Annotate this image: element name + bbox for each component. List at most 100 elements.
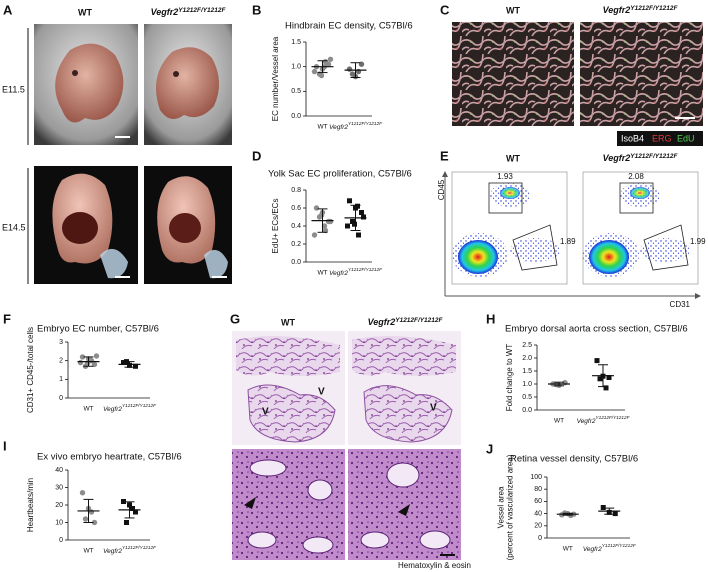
data-point [88,509,95,515]
x-tick-label: WT [554,418,564,425]
eye [173,71,179,77]
data-point [322,59,329,65]
column-label: Vegfr2Y1212F/Y1212F [603,5,679,16]
data-point [318,72,325,79]
x-tick-label: WT [317,270,327,277]
data-point [133,363,138,369]
y-tick-label: 20 [55,502,63,509]
x-tick-label: WT [83,548,93,555]
data-point [349,71,356,77]
y-tick-label: 1.5 [522,368,532,375]
data-point [347,198,352,204]
y-tick-label: 0.2 [291,241,301,248]
panel-letter: C [440,2,450,17]
placenta [204,249,228,279]
y-tick-label: 20 [534,523,542,530]
y-tick-label: 2.5 [522,342,532,349]
y-axis-label: CD31+ CD45-/total cells [26,327,35,413]
y-tick-label: 0.4 [291,223,301,230]
data-point [327,218,334,225]
liver [169,213,201,243]
data-point [79,354,86,360]
panel-letter: E [440,148,449,163]
placenta [100,248,128,279]
dot-plot: I Ex vivo embryo heartrate, C57Bl/6 Heartb… [3,438,182,554]
chart-title: Yolk Sac EC proliferation, C57Bl/6 [268,169,412,180]
population [630,187,650,199]
data-point [356,232,361,238]
x-tick-label: WT [83,406,93,413]
y-tick-label: 60 [534,498,542,505]
data-point [133,509,138,515]
panel-letter: D [252,148,261,163]
vessel [249,459,287,477]
column-label: WT [506,153,520,163]
data-point [91,361,98,368]
panel-letter: B [252,2,261,17]
arrowhead [398,504,410,516]
panel-e: E WT Vegfr2Y1212F/Y1212F 1.93 1.89 2.08 … [437,148,706,309]
micrograph [452,22,574,126]
y-tick-label: 1.0 [291,64,301,71]
chart-title: Embryo EC number, C57Bl/6 [37,324,159,335]
population [640,238,690,262]
panel-letter: G [230,311,240,326]
stain-label: ERG [652,133,672,143]
gate-value: 1.93 [497,172,513,181]
arrowhead [244,497,256,509]
data-point [359,210,364,215]
data-point [606,375,612,380]
stain-legend [617,131,703,146]
gate [643,224,689,271]
data-point [327,56,334,62]
y-tick-label: 30 [55,484,63,491]
embryo [55,43,124,123]
vessel [360,531,390,549]
vessel [386,462,420,488]
panel-letter: F [3,311,11,326]
vessel [247,531,277,549]
ventricle-label: V [262,407,269,418]
x-tick-label: Vegfr2Y1212F/Y1212F [583,543,637,552]
data-point [130,506,135,511]
y-axis-label: Fold change to WT [505,344,514,412]
y-axis-label: EC number/Vessel area [271,36,280,121]
data-point [121,499,126,504]
data-point [346,66,353,72]
column-label: Vegfr2Y1212F/Y1212F [603,153,679,164]
stain-label: EdU [677,133,695,143]
data-point [318,212,325,218]
y-tick-label: 2 [59,358,63,365]
y-tick-label: 40 [534,510,542,517]
vessel [302,536,334,554]
gate-value: 1.89 [560,237,576,246]
dot-plot: J Retina vessel density, C57Bl/6 Vessel ar… [486,441,638,560]
data-point [355,203,360,209]
data-point [79,490,86,496]
flow-mut: 2.08 1.99 [583,172,706,277]
column-label: Vegfr2Y1212F/Y1212F [368,317,444,328]
panel-a: A WT Vegfr2Y1212F/Y1212F E11.5 E14.5 [2,2,232,284]
data-point [597,376,603,382]
y-tick-label: 1.5 [291,39,301,46]
y-tick-label: 0.0 [291,259,301,266]
panel-letter: A [3,2,13,17]
dot-plot: B Hindbrain EC density, C57Bl/6 EC number/… [252,2,413,130]
column-label: WT [506,5,520,15]
gate [619,182,654,214]
y-tick-label: 1.0 [522,381,532,388]
y-tick-label: 0 [59,537,63,544]
dot-plot: H Embryo dorsal aorta cross section, C57B… [486,311,688,424]
data-point [345,223,350,229]
panel-c: C WT Vegfr2Y1212F/Y1212F IsoB4 ERG EdU [440,2,703,146]
y-tick-label: 80 [534,486,542,493]
axis-label: CD31 [670,300,691,309]
gate [488,182,523,214]
ventricle-label: V [318,387,325,398]
y-tick-label: 0 [59,395,63,402]
y-tick-label: 0.0 [291,113,301,120]
data-point [594,358,600,364]
gate-value: 1.99 [690,237,706,246]
